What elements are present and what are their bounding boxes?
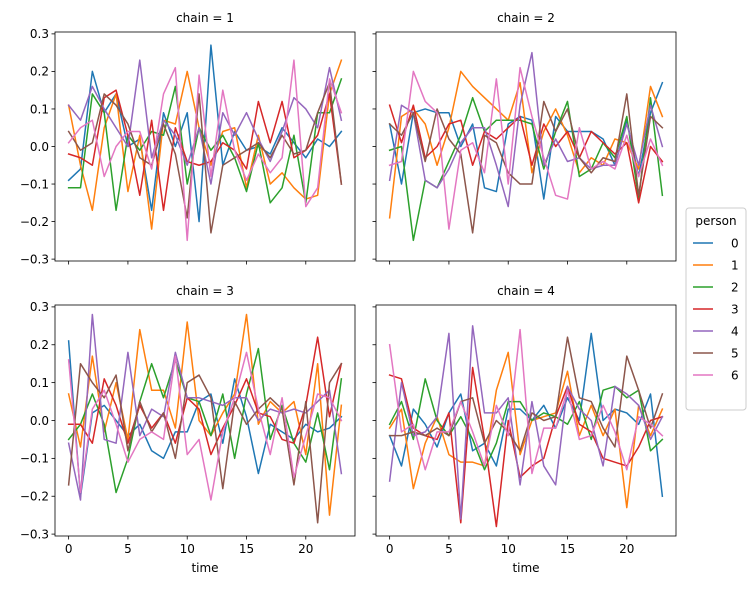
- legend-entries: 0 1 2 3 4 5 6: [693, 236, 739, 382]
- legend-frame: [685, 207, 747, 411]
- x-tick-label: 20: [619, 542, 634, 556]
- series-line-person-5: [388, 93, 664, 234]
- x-tick-label: 5: [124, 542, 132, 556]
- legend-title: person: [695, 214, 736, 228]
- series-line-person-4: [388, 325, 664, 520]
- series-line-person-6: [388, 328, 664, 475]
- x-tick-label: 5: [445, 542, 453, 556]
- series-line-person-1: [388, 351, 664, 509]
- legend-entry: 5: [693, 346, 739, 360]
- x-tick-label: 0: [65, 542, 73, 556]
- series-line-person-0: [388, 332, 664, 498]
- series-line-person-2: [67, 77, 343, 212]
- y-tick-label: −0.3: [20, 252, 49, 266]
- series-line-person-6: [67, 351, 343, 501]
- y-tick-label: −0.3: [20, 527, 49, 541]
- legend-label: 1: [731, 258, 739, 272]
- legend-label: 6: [731, 368, 739, 382]
- facet-panel: chain = 3 −0.3 −0.2 −0.1 0.0 0.1 0.2 0.3 0 5 10 15 2…: [20, 284, 356, 575]
- y-tick-label: 0.0: [30, 414, 49, 428]
- series-lines: [67, 313, 343, 524]
- facet-title: chain = 2: [497, 11, 555, 25]
- series-line-person-5: [388, 336, 664, 452]
- series-line-person-4: [388, 51, 664, 208]
- series-line-person-1: [388, 70, 664, 219]
- y-tick-label: 0.3: [30, 27, 49, 41]
- legend-label: 0: [731, 236, 739, 250]
- x-tick-label: 10: [501, 542, 516, 556]
- facet-panel: chain = 2: [372, 11, 677, 265]
- series-line-person-1: [67, 59, 343, 230]
- legend-entry: 4: [693, 324, 739, 338]
- y-tick-label: 0.2: [30, 338, 49, 352]
- y-tick-label: 0.1: [30, 376, 49, 390]
- legend-label: 4: [731, 324, 739, 338]
- y-tick-label: 0.1: [30, 102, 49, 116]
- series-line-person-2: [67, 347, 343, 494]
- legend-entry: 3: [693, 302, 739, 316]
- series-lines: [388, 325, 664, 528]
- legend: person 0 1 2 3 4 5 6: [685, 207, 747, 411]
- y-tick-label: 0.0: [30, 140, 49, 154]
- x-axis-label: time: [191, 561, 218, 575]
- series-line-person-6: [388, 66, 664, 230]
- facet-panel: chain = 4 0 5 10 15 20 time: [372, 284, 677, 575]
- facet-panel: chain = 1 −0.3 −0.2 −0.1 0.0 0.1 0.2 0.3: [20, 11, 356, 266]
- x-tick-label: 20: [298, 542, 313, 556]
- legend-entry: 2: [693, 280, 739, 294]
- series-line-person-5: [67, 81, 343, 234]
- x-axis-label: time: [512, 561, 539, 575]
- legend-entry: 1: [693, 258, 739, 272]
- facet-title: chain = 1: [176, 11, 234, 25]
- y-tick-label: 0.2: [30, 65, 49, 79]
- y-tick-label: −0.2: [20, 215, 49, 229]
- y-tick-label: 0.3: [30, 300, 49, 314]
- x-tick-label: 15: [560, 542, 575, 556]
- series-line-person-6: [67, 59, 343, 242]
- x-tick-label: 10: [180, 542, 195, 556]
- y-tick-label: −0.2: [20, 490, 49, 504]
- y-tick-label: −0.1: [20, 452, 49, 466]
- series-lines: [67, 44, 343, 242]
- series-line-person-3: [67, 336, 343, 456]
- legend-label: 3: [731, 302, 739, 316]
- facet-title: chain = 4: [497, 284, 555, 298]
- legend-label: 5: [731, 346, 739, 360]
- x-tick-label: 15: [239, 542, 254, 556]
- x-tick-label: 0: [386, 542, 394, 556]
- legend-entry: 0: [693, 236, 739, 250]
- facet-title: chain = 3: [176, 284, 234, 298]
- series-line-person-4: [67, 313, 343, 501]
- legend-entry: 6: [693, 368, 739, 382]
- y-tick-label: −0.1: [20, 177, 49, 191]
- series-lines: [388, 51, 664, 242]
- legend-label: 2: [731, 280, 739, 294]
